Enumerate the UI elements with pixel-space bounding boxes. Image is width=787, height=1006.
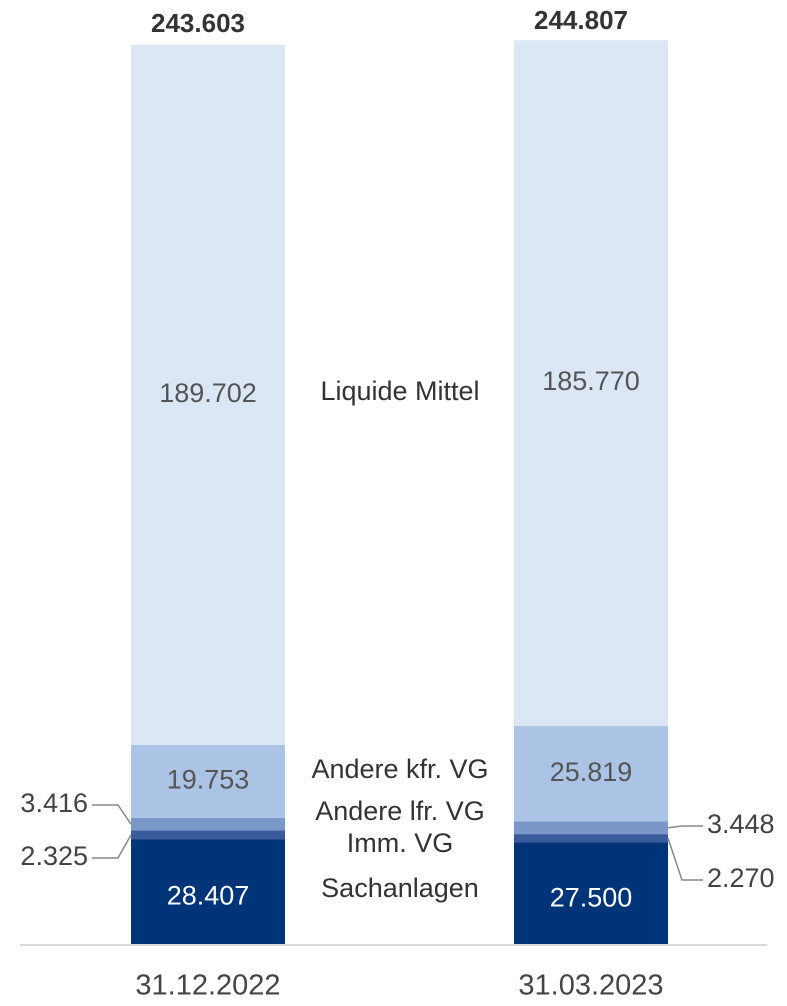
series-label: Imm. VG [347,828,454,858]
bar-segment [131,817,285,831]
series-label: Andere lfr. VG [315,796,485,826]
series-label: Liquide Mittel [320,376,479,406]
value-label: 189.702 [159,378,257,408]
x-tick-label: 31.12.2022 [135,970,280,1001]
leader-line [92,804,132,825]
total-label: 243.603 [151,8,245,38]
value-label: 185.770 [542,366,640,396]
bar-segment [131,830,285,840]
x-tick-label: 31.03.2023 [518,970,663,1001]
leader-line [667,825,703,829]
bar-segment [514,726,668,822]
value-label: 3.448 [707,809,775,839]
bar-segment [131,744,285,818]
bar-segment [131,44,285,745]
bar-segment [514,834,668,843]
bar-segment [514,842,668,944]
series-label: Sachanlagen [321,873,479,903]
value-label: 19.753 [167,765,250,795]
value-label: 2.325 [20,841,88,871]
value-label: 25.819 [550,757,633,787]
bar-segment [131,839,285,944]
total-label: 244.807 [534,5,628,35]
value-label: 2.270 [707,863,775,893]
value-label: 3.416 [20,788,88,818]
value-label: 28.407 [167,881,250,911]
leader-line [92,834,132,859]
value-label: 27.500 [550,882,633,912]
leader-line [667,838,703,881]
bar-segment [514,40,668,727]
bar-segment [514,821,668,835]
series-label: Andere kfr. VG [311,754,488,784]
